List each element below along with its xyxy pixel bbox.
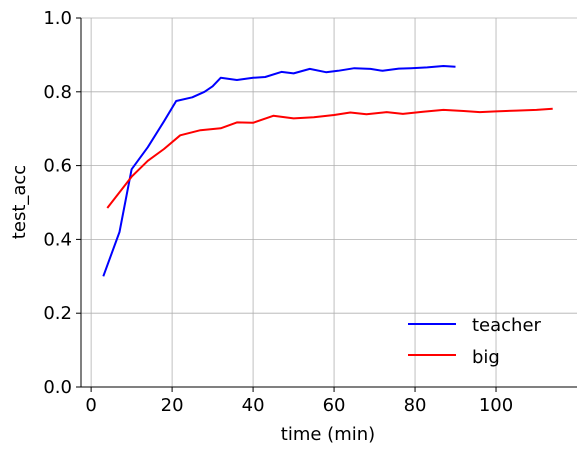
legend: teacher big xyxy=(408,315,542,368)
x-axis-label: time (min) xyxy=(281,424,375,445)
x-tick-label: 100 xyxy=(479,395,513,416)
legend-label-teacher: teacher xyxy=(472,315,542,336)
y-axis-label: test_acc xyxy=(9,165,30,239)
y-tick-label: 1.0 xyxy=(43,8,72,29)
x-tick-label: 40 xyxy=(242,395,265,416)
series-line-teacher xyxy=(102,65,456,277)
y-tick-label: 0.0 xyxy=(43,377,72,398)
series-line-big xyxy=(106,107,553,209)
y-tick-label: 0.4 xyxy=(43,229,72,250)
legend-label-big: big xyxy=(472,347,500,368)
x-tick-label: 60 xyxy=(323,395,346,416)
y-tick-label: 0.6 xyxy=(43,156,72,177)
series-lines xyxy=(102,65,553,277)
axes xyxy=(76,17,577,392)
tick-labels: 0 20 40 60 80 100 0.0 0.2 0.4 0.6 0.8 1.0 xyxy=(43,8,513,416)
x-tick-label: 80 xyxy=(404,395,427,416)
x-tick-label: 0 xyxy=(85,395,96,416)
y-tick-label: 0.8 xyxy=(43,82,72,103)
x-tick-label: 20 xyxy=(161,395,184,416)
y-tick-label: 0.2 xyxy=(43,303,72,324)
